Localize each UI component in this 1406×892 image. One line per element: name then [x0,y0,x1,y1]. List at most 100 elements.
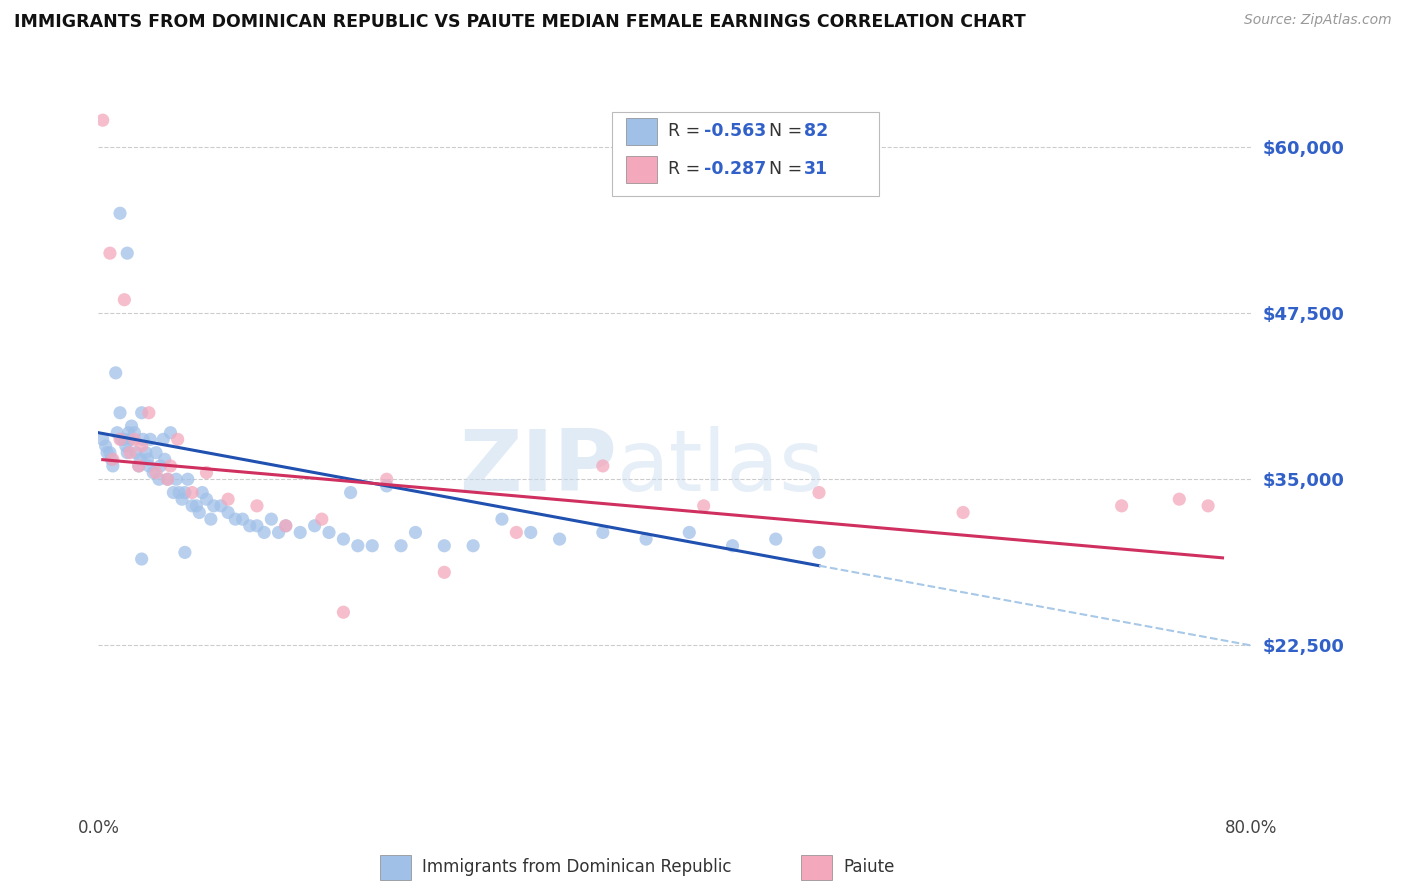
Point [98,445,121,459]
Point [174,545,197,559]
Point [120,445,142,459]
Point [195,492,218,507]
Point [311,512,333,526]
Point [290,525,312,540]
Text: ZIP: ZIP [460,426,617,509]
Point [246,518,269,533]
Point [721,539,744,553]
Text: -0.287: -0.287 [704,161,766,178]
Point [159,458,181,473]
Point [148,472,170,486]
Point [520,525,543,540]
Point [120,433,142,447]
Point [131,439,153,453]
Point [239,518,262,533]
Point [162,485,184,500]
Point [346,539,368,553]
Point [361,539,384,553]
Point [165,472,187,486]
Text: 31: 31 [804,161,828,178]
Point [108,406,131,420]
Point [1197,499,1219,513]
Point [200,512,222,526]
Point [108,433,131,447]
Point [332,532,354,546]
Point [209,499,232,513]
Point [156,472,179,486]
Point [491,512,513,526]
Point [433,566,456,580]
Point [128,458,150,473]
Point [405,525,427,540]
Point [260,512,283,526]
Point [274,518,297,533]
Point [153,452,176,467]
Point [246,499,269,513]
Point [952,506,974,520]
Point [202,499,225,513]
Point [149,458,172,473]
Point [177,472,200,486]
Point [96,445,118,459]
Point [91,433,114,447]
Text: R =: R = [668,161,706,178]
Point [118,425,141,440]
Point [253,525,276,540]
Point [181,499,204,513]
Point [101,452,124,467]
Point [104,366,127,380]
Point [231,512,254,526]
Point [145,445,167,459]
Point [125,445,148,459]
Point [100,452,122,467]
Point [505,525,527,540]
Point [1111,499,1133,513]
Point [167,485,190,500]
Text: R =: R = [668,122,706,140]
Point [461,539,484,553]
Point [318,525,340,540]
Point [693,499,716,513]
Point [156,472,179,486]
Point [807,545,830,559]
Point [91,113,114,128]
Point [1168,492,1191,507]
Point [98,246,121,260]
Point [274,518,297,533]
Point [108,206,131,220]
Text: atlas: atlas [617,426,825,509]
Point [191,485,214,500]
Text: N =: N = [769,161,808,178]
Point [129,452,152,467]
Point [636,532,658,546]
Point [117,445,139,459]
Point [807,485,830,500]
Point [181,485,204,500]
Text: IMMIGRANTS FROM DOMINICAN REPUBLIC VS PAIUTE MEDIAN FEMALE EARNINGS CORRELATION : IMMIGRANTS FROM DOMINICAN REPUBLIC VS PA… [14,13,1026,31]
Point [389,539,412,553]
Point [152,433,174,447]
Text: -0.563: -0.563 [704,122,766,140]
Point [159,425,181,440]
Text: Immigrants from Dominican Republic: Immigrants from Dominican Republic [422,858,731,876]
Point [136,452,159,467]
Point [131,552,153,566]
Point [170,492,193,507]
Point [592,525,614,540]
Point [112,293,135,307]
Point [188,506,211,520]
Point [433,539,456,553]
Point [94,439,117,453]
Point [339,485,361,500]
Point [117,246,139,260]
Point [304,518,326,533]
Point [124,433,146,447]
Point [105,425,128,440]
Point [124,425,146,440]
Point [592,458,614,473]
Point [186,499,208,513]
Point [138,458,160,473]
Point [145,466,167,480]
Point [121,419,143,434]
Point [112,433,135,447]
